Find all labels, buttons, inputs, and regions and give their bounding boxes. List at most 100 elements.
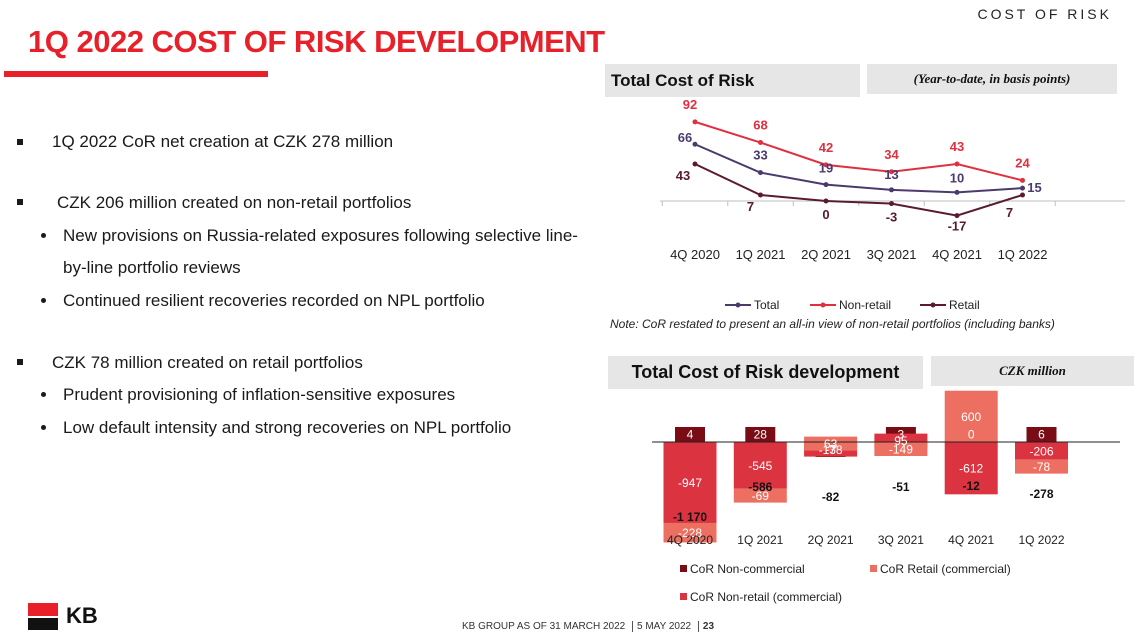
bar-data-label: 0 [968, 428, 975, 442]
bar-non-retail [663, 442, 717, 523]
bar-total-label: -82 [822, 490, 840, 504]
sub-bullet-item: Prudent provisioning of inflation-sensit… [63, 385, 456, 404]
line-series-retail [694, 163, 1023, 217]
line-data-label: 7 [747, 199, 754, 214]
line-point [758, 140, 763, 146]
bar-data-label: 3 [898, 428, 905, 442]
line-data-label: 10 [950, 170, 964, 185]
bar-non-commercial [1026, 427, 1057, 442]
bullet-square-icon [17, 199, 23, 205]
bar-total-label: -586 [748, 480, 772, 494]
line-data-label: 34 [884, 147, 899, 162]
bar-retail [663, 522, 717, 543]
bar-total-label: -12 [963, 479, 981, 493]
kb-logo-text: KB [66, 603, 98, 628]
bar-non-retail [1015, 442, 1068, 460]
line-category-label: 4Q 2020 [670, 247, 720, 262]
bullet-dot-icon [41, 425, 46, 430]
bar-data-label: -149 [889, 443, 913, 457]
bar-category-label: 2Q 2021 [808, 533, 854, 547]
line-point [823, 162, 829, 168]
bar-non-commercial [675, 427, 705, 442]
bullet-square-icon [17, 359, 23, 365]
line-legend-label: Non-retail [839, 298, 891, 312]
bar-data-label: 95 [894, 434, 908, 448]
line-point [692, 141, 698, 147]
bullet-item: CZK 78 million created on retail portfol… [52, 353, 363, 372]
bar-data-label: -78 [1033, 460, 1051, 474]
footer-group-date: KB GROUP AS OF 31 MARCH 2022 [462, 621, 626, 632]
line-point [758, 170, 763, 176]
bar-total-label: -278 [1029, 487, 1053, 501]
panel2-title: Total Cost of Risk development [608, 356, 923, 389]
bar-data-label: -545 [748, 459, 772, 473]
legend-marker-icon [820, 302, 826, 308]
bullet-dot-icon [41, 392, 46, 397]
bar-data-label: 63 [824, 437, 838, 451]
line-data-label: 0 [822, 207, 829, 222]
bullet-dot-icon [41, 233, 46, 238]
bar-data-label: -947 [678, 476, 702, 490]
legend-swatch-icon [680, 565, 687, 572]
line-point [758, 192, 763, 198]
bar-non-commercial [745, 427, 776, 442]
bar-data-label: -206 [1029, 444, 1053, 458]
line-point [889, 187, 894, 193]
sub-bullet-item: Continued resilient recoveries recorded … [63, 291, 485, 310]
bullet-square-icon [17, 139, 23, 145]
bar-category-label: 4Q 2020 [667, 533, 713, 547]
line-point [889, 169, 894, 175]
line-data-label: 66 [678, 130, 692, 145]
line-category-label: 3Q 2021 [867, 247, 917, 262]
line-data-label: -17 [948, 219, 967, 234]
bar-category-label: 3Q 2021 [878, 533, 924, 547]
bar-retail [874, 442, 928, 456]
panel2-subtitle: CZK million [931, 356, 1134, 386]
line-series-non-retail [694, 120, 1023, 182]
bar-legend-label: CoR Retail (commercial) [880, 562, 1011, 576]
line-category-label: 4Q 2021 [932, 247, 982, 262]
bar-data-label: -228 [678, 526, 702, 540]
bar-category-label: 1Q 2022 [1018, 533, 1064, 547]
line-legend-label: Total [754, 298, 779, 312]
bar-category-label: 1Q 2021 [737, 533, 783, 547]
bar-retail [733, 488, 787, 503]
line-data-label: 43 [950, 139, 964, 154]
bullet-item: CZK 206 million created on non-retail po… [57, 193, 412, 212]
cor-line-chart: 66 33 19 13 10 15 92 68 42 34 43 24 43 7 0 -3 -17 7 4Q 20… [660, 97, 1125, 312]
bar-retail [1015, 459, 1068, 474]
bar-data-label: -69 [752, 489, 770, 503]
bar-retail [944, 390, 998, 442]
line-data-label: 33 [753, 148, 767, 163]
line-category-label: 1Q 2021 [736, 247, 786, 262]
footer: KB GROUP AS OF 31 MARCH 2022 5 MAY 2022 … [462, 621, 714, 632]
line-data-label: 13 [884, 167, 898, 182]
line-data-label: 92 [683, 97, 697, 112]
bar-data-label: -612 [959, 462, 983, 476]
line-point [954, 189, 960, 195]
bar-data-label: 6 [1038, 428, 1045, 442]
bar-category-label: 4Q 2021 [948, 533, 994, 547]
line-data-label: 42 [819, 140, 833, 155]
bar-data-label: 28 [754, 428, 768, 442]
legend-swatch-icon [870, 565, 877, 572]
line-point [823, 182, 829, 188]
legend-marker-icon [930, 302, 936, 308]
bar-non-retail [944, 442, 998, 495]
section-label: COST OF RISK [977, 6, 1112, 22]
footer-date: 5 MAY 2022 [637, 621, 692, 632]
bar-total-label: -1 170 [673, 510, 707, 524]
line-point [954, 213, 960, 219]
line-point [692, 161, 698, 167]
line-data-label: 68 [753, 118, 767, 133]
line-data-label: 19 [819, 161, 833, 176]
bullet-dot-icon [41, 298, 46, 303]
line-legend-label: Retail [949, 298, 980, 312]
panel1-subtitle: (Year-to-date, in basis points) [867, 64, 1117, 94]
line-data-label: 24 [1015, 155, 1030, 170]
bar-data-label: 600 [961, 410, 981, 424]
sub-bullet-item: New provisions on Russia-related exposur… [63, 226, 578, 245]
bar-retail [804, 436, 858, 451]
bar-data-label: -7 [825, 443, 836, 457]
